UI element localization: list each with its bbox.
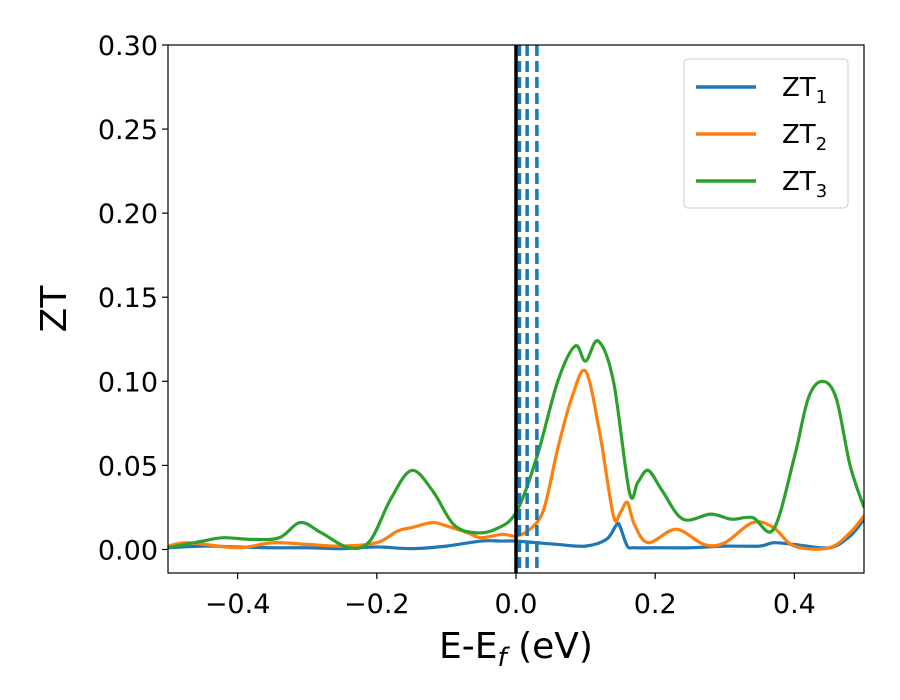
y-tick-label: 0.20 bbox=[98, 199, 158, 230]
y-tick-label: 0.30 bbox=[98, 31, 158, 62]
legend-label-zt3: ZT3 bbox=[782, 167, 827, 202]
y-tick-label: 0.15 bbox=[98, 283, 158, 314]
x-axis-label: E-Ef (eV) bbox=[439, 626, 593, 673]
y-tick-label: 0.05 bbox=[98, 451, 158, 482]
x-tick-label: 0.4 bbox=[773, 589, 816, 620]
x-tick-label: 0.0 bbox=[495, 589, 538, 620]
legend-label-zt2: ZT2 bbox=[782, 120, 827, 155]
y-tick-label: 0.10 bbox=[98, 367, 158, 398]
series-line-zt1 bbox=[168, 518, 864, 551]
legend: ZT1 ZT2 ZT3 bbox=[683, 58, 849, 209]
series-line-zt3 bbox=[168, 339, 864, 551]
x-tick-label: 0.2 bbox=[634, 589, 677, 620]
legend-box bbox=[683, 58, 849, 209]
y-tick-label: 0.25 bbox=[98, 115, 158, 146]
x-tick-label: −0.4 bbox=[205, 589, 271, 620]
x-tick-label: −0.2 bbox=[344, 589, 410, 620]
plot-area bbox=[168, 45, 864, 573]
axis-ticks: −0.4 −0.2 0.0 0.2 0.4 0.00 0.05 0.10 0.15 0.20 0.2… bbox=[98, 31, 816, 620]
series-line-zt2 bbox=[168, 368, 864, 551]
legend-label-zt1: ZT1 bbox=[782, 73, 827, 108]
y-tick-label: 0.00 bbox=[98, 535, 158, 566]
y-axis-label: ZT bbox=[34, 285, 75, 333]
